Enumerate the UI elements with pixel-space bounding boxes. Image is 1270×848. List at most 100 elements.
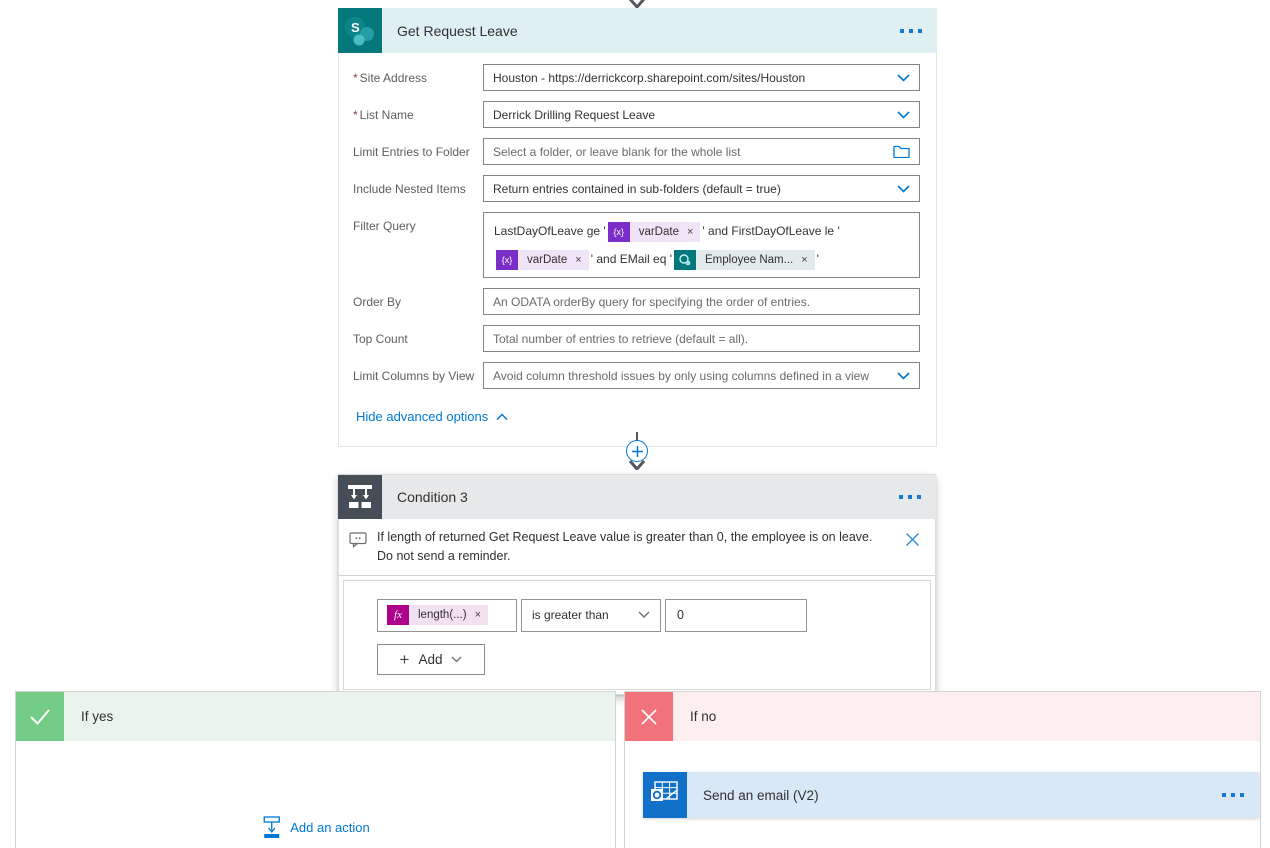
get-request-leave-body: * Site Address Houston - https://derrickc…: [339, 53, 936, 446]
chevron-down-icon: [897, 371, 910, 380]
card-title: Condition 3: [397, 489, 468, 505]
insert-step-button[interactable]: [626, 440, 648, 462]
field-row-list-name: * List Name Derrick Drilling Request Leav…: [353, 101, 920, 128]
ellipsis-menu-icon[interactable]: [899, 495, 921, 499]
site-address-dropdown[interactable]: Houston - https://derrickcorp.sharepoint…: [483, 64, 920, 91]
filter-query-input[interactable]: LastDayOfLeave ge ' {x} varDate × ' and Firs…: [483, 212, 920, 278]
limit-columns-value: Avoid column threshold issues by only us…: [493, 368, 869, 383]
condition-operand-input[interactable]: fx length(...) ×: [377, 598, 517, 632]
field-row-limit-entries: Limit Entries to Folder Select a folder,…: [353, 138, 920, 165]
chevron-down-icon: [897, 110, 910, 119]
token-length-expression[interactable]: fx length(...) ×: [387, 605, 489, 625]
plus-icon: [631, 445, 643, 457]
field-label: Order By: [353, 295, 402, 309]
token-dismiss-icon[interactable]: ×: [575, 253, 582, 266]
close-comment-icon[interactable]: [905, 532, 920, 547]
incoming-arrow-icon: [628, 0, 646, 9]
field-row-include-nested: Include Nested Items Return entries cont…: [353, 175, 920, 202]
if-no-header[interactable]: If no: [625, 692, 1260, 741]
variable-icon: {x}: [607, 221, 630, 242]
required-asterisk: *: [353, 71, 358, 85]
plus-icon: +: [399, 649, 410, 669]
connector-arrow-icon: [628, 460, 646, 470]
limit-entries-input[interactable]: Select a folder, or leave blank for the …: [483, 138, 920, 165]
order-by-input[interactable]: An ODATA orderBy query for specifying th…: [483, 288, 920, 315]
card-title: Get Request Leave: [397, 22, 518, 39]
condition-group: fx length(...) × is greater than 0 +: [343, 579, 931, 690]
chevron-down-icon: [897, 73, 910, 82]
field-label: Limit Entries to Folder: [353, 145, 470, 159]
get-request-leave-header[interactable]: S Get Request Leave: [338, 8, 937, 53]
variable-icon: {x}: [496, 249, 518, 270]
condition-value-input[interactable]: 0: [665, 598, 807, 632]
add-an-action-link[interactable]: Add an action: [261, 816, 370, 839]
field-label: * List Name: [353, 108, 414, 122]
include-nested-value: Return entries contained in sub-folders …: [493, 181, 781, 196]
outlook-icon: [643, 772, 687, 818]
token-varDate[interactable]: {x} varDate ×: [607, 221, 701, 242]
token-dismiss-icon[interactable]: ×: [686, 225, 694, 238]
field-label: Top Count: [353, 332, 408, 346]
send-email-card[interactable]: Send an email (V2): [643, 772, 1259, 818]
filter-text: ' and EMail eq ': [590, 252, 673, 266]
condition-icon: [338, 475, 382, 519]
branch-title: If yes: [81, 709, 114, 724]
expression-fx-icon: fx: [387, 605, 409, 625]
condition-header[interactable]: Condition 3: [338, 475, 936, 519]
folder-picker-icon[interactable]: [893, 145, 910, 158]
chevron-down-icon: [638, 611, 650, 618]
sharepoint-icon: [674, 249, 697, 270]
required-asterisk: *: [353, 108, 358, 122]
condition-body: fx length(...) × is greater than 0 +: [339, 576, 935, 694]
include-nested-dropdown[interactable]: Return entries contained in sub-folders …: [483, 175, 920, 202]
sharepoint-icon: S: [338, 8, 382, 53]
condition-comment-text: If length of returned Get Request Leave …: [377, 530, 873, 563]
if-yes-header[interactable]: If yes: [16, 692, 615, 741]
svg-text:S: S: [351, 20, 360, 35]
filter-text: ' and FirstDayOfLeave le ': [702, 224, 840, 238]
token-varDate[interactable]: {x} varDate ×: [496, 249, 589, 270]
list-name-dropdown[interactable]: Derrick Drilling Request Leave: [483, 101, 920, 128]
field-row-site-address: * Site Address Houston - https://derrickc…: [353, 64, 920, 91]
field-label: * Site Address: [353, 71, 428, 85]
field-label: Include Nested Items: [353, 182, 466, 196]
chevron-up-icon: [496, 412, 508, 420]
limit-columns-dropdown[interactable]: Avoid column threshold issues by only us…: [483, 362, 920, 389]
checkmark-icon: [16, 692, 64, 741]
limit-entries-placeholder: Select a folder, or leave blank for the …: [493, 144, 741, 159]
site-address-value: Houston - https://derrickcorp.sharepoint…: [493, 70, 806, 85]
order-by-placeholder: An ODATA orderBy query for specifying th…: [493, 294, 811, 309]
condition-comment-row: If length of returned Get Request Leave …: [339, 519, 935, 576]
chevron-down-icon: [452, 656, 462, 662]
add-action-icon: [263, 816, 280, 838]
action-title: Send an email (V2): [703, 787, 819, 803]
field-row-limit-columns: Limit Columns by View Avoid column thres…: [353, 362, 920, 389]
top-count-placeholder: Total number of entries to retrieve (def…: [493, 331, 749, 346]
field-label: Filter Query: [353, 219, 416, 233]
field-row-order-by: Order By An ODATA orderBy query for spec…: [353, 288, 920, 315]
chevron-down-icon: [897, 184, 910, 193]
filter-text: LastDayOfLeave ge ': [494, 224, 606, 238]
hide-advanced-options-link[interactable]: Hide advanced options: [356, 409, 508, 424]
token-employee-name[interactable]: Employee Nam... ×: [674, 249, 815, 270]
field-row-filter-query: Filter Query LastDayOfLeave ge ' {x} varDa…: [353, 212, 920, 278]
branch-title: If no: [690, 709, 717, 724]
if-no-branch: If no Send an email (V2): [624, 691, 1261, 848]
top-count-input[interactable]: Total number of entries to retrieve (def…: [483, 325, 920, 352]
connector-line: [636, 432, 638, 441]
token-dismiss-icon[interactable]: ×: [801, 253, 808, 266]
condition-operator-select[interactable]: is greater than: [521, 598, 661, 632]
token-dismiss-icon[interactable]: ×: [474, 609, 482, 621]
filter-text: ': [816, 252, 819, 266]
condition-card: Condition 3 If length of returned Get Re…: [338, 474, 936, 695]
condition-row: fx length(...) × is greater than 0: [377, 598, 930, 632]
get-request-leave-card: S Get Request Leave * Site Address Housto…: [338, 8, 937, 447]
add-condition-button[interactable]: + Add: [377, 643, 485, 675]
x-mark-icon: [625, 692, 673, 741]
field-row-top-count: Top Count Total number of entries to ret…: [353, 325, 920, 352]
ellipsis-menu-icon[interactable]: [900, 28, 922, 33]
field-label: Limit Columns by View: [353, 369, 475, 383]
ellipsis-menu-icon[interactable]: [1222, 793, 1244, 797]
list-name-value: Derrick Drilling Request Leave: [493, 107, 656, 122]
